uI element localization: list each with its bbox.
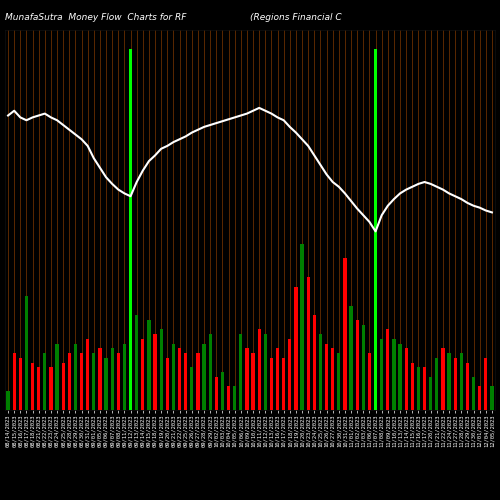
Bar — [92, 353, 96, 410]
Bar — [166, 358, 169, 410]
Bar — [37, 367, 40, 410]
Bar — [331, 348, 334, 410]
Bar — [190, 367, 194, 410]
Bar — [178, 348, 181, 410]
Bar — [264, 334, 267, 410]
Bar — [172, 344, 175, 410]
Bar — [429, 377, 432, 410]
Bar — [374, 49, 377, 410]
Bar — [306, 277, 310, 410]
Bar — [154, 334, 156, 410]
Bar — [68, 353, 71, 410]
Bar — [454, 358, 457, 410]
Bar — [123, 344, 126, 410]
Bar — [435, 358, 438, 410]
Bar — [184, 353, 188, 410]
Bar — [50, 367, 52, 410]
Bar — [417, 367, 420, 410]
Bar — [86, 339, 90, 410]
Bar — [362, 324, 365, 410]
Bar — [208, 334, 212, 410]
Bar — [288, 339, 292, 410]
Bar — [202, 344, 205, 410]
Bar — [344, 258, 346, 410]
Bar — [466, 362, 469, 410]
Bar — [239, 334, 242, 410]
Bar — [276, 348, 279, 410]
Bar — [350, 306, 352, 410]
Bar — [116, 353, 120, 410]
Bar — [129, 49, 132, 410]
Bar — [423, 367, 426, 410]
Bar — [356, 320, 359, 410]
Bar — [410, 362, 414, 410]
Bar — [135, 315, 138, 410]
Bar — [270, 358, 273, 410]
Bar — [252, 353, 254, 410]
Bar — [448, 353, 450, 410]
Bar — [80, 353, 83, 410]
Bar — [368, 353, 371, 410]
Bar — [300, 244, 304, 410]
Bar — [110, 348, 114, 410]
Bar — [214, 377, 218, 410]
Bar — [104, 358, 108, 410]
Bar — [472, 377, 475, 410]
Bar — [404, 348, 408, 410]
Bar — [221, 372, 224, 410]
Bar — [43, 353, 46, 410]
Text: MunafaSutra  Money Flow  Charts for RF: MunafaSutra Money Flow Charts for RF — [5, 12, 186, 22]
Bar — [18, 358, 22, 410]
Text: (Regions Financial C: (Regions Financial C — [250, 12, 342, 22]
Bar — [246, 348, 248, 410]
Bar — [56, 344, 58, 410]
Bar — [196, 353, 200, 410]
Bar — [478, 386, 482, 410]
Bar — [294, 286, 298, 410]
Bar — [227, 386, 230, 410]
Bar — [319, 334, 322, 410]
Bar — [233, 386, 236, 410]
Bar — [31, 362, 34, 410]
Bar — [392, 339, 396, 410]
Bar — [490, 386, 494, 410]
Bar — [380, 339, 384, 410]
Bar — [74, 344, 77, 410]
Bar — [160, 330, 163, 410]
Bar — [98, 348, 102, 410]
Bar — [386, 330, 390, 410]
Bar — [62, 362, 65, 410]
Bar — [337, 353, 340, 410]
Bar — [148, 320, 150, 410]
Bar — [12, 353, 16, 410]
Bar — [312, 315, 316, 410]
Bar — [442, 348, 444, 410]
Bar — [25, 296, 28, 410]
Bar — [141, 339, 144, 410]
Bar — [484, 358, 488, 410]
Bar — [6, 391, 10, 410]
Bar — [258, 330, 261, 410]
Bar — [282, 358, 286, 410]
Bar — [398, 344, 402, 410]
Bar — [460, 353, 463, 410]
Bar — [325, 344, 328, 410]
